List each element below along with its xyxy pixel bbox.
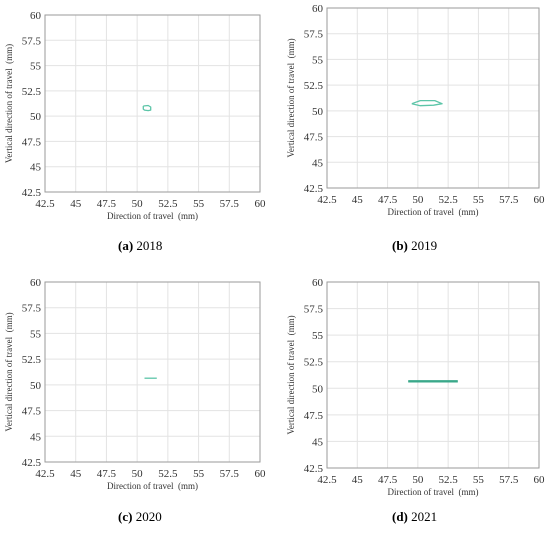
x-tick-label-b-0: 42.5 (317, 194, 337, 206)
x-tick-label-d-3: 50 (412, 474, 424, 486)
y-axis-label-b: Vertical direction of travel (mm) (286, 38, 296, 157)
x-tick-label-a-0: 42.5 (35, 198, 55, 210)
caption-a: (a) 2018 (118, 238, 162, 254)
y-tick-label-d-4: 52.5 (304, 357, 324, 369)
caption-c-letter: (c) (118, 509, 133, 524)
caption-b: (b) 2019 (392, 238, 437, 254)
contour-line-b-0 (411, 99, 443, 107)
y-axis-label-a: Vertical direction of travel (mm) (4, 44, 14, 163)
y-tick-label-a-4: 52.5 (22, 86, 42, 98)
y-tick-label-a-5: 55 (30, 61, 42, 73)
x-tick-label-c-1: 45 (70, 468, 82, 480)
y-tick-label-b-3: 50 (312, 106, 324, 118)
caption-c: (c) 2020 (118, 509, 162, 525)
x-tick-label-d-7: 60 (534, 474, 546, 486)
caption-a-year: 2018 (136, 238, 163, 253)
y-tick-label-d-7: 60 (312, 277, 324, 289)
panel-d: 42.5 45 47.5 50 52.5 55 57.5 60 42.5 45 47.5 50 52.5… (286, 277, 545, 497)
y-tick-label-a-2: 47.5 (22, 136, 42, 148)
x-tick-label-d-0: 42.5 (317, 474, 337, 486)
axes-frame-c (44, 281, 261, 463)
caption-d: (d) 2021 (392, 509, 437, 525)
axes-frame-a (44, 14, 261, 193)
x-tick-label-d-1: 45 (352, 474, 364, 486)
x-tick-label-a-2: 47.5 (97, 198, 117, 210)
x-tick-label-a-1: 45 (70, 198, 82, 210)
y-tick-label-b-7: 60 (312, 3, 324, 15)
x-tick-label-d-6: 57.5 (499, 474, 519, 486)
panel-c: 42.5 45 47.5 50 52.5 55 57.5 60 42.5 45 47.5 50 52.5… (4, 277, 266, 491)
x-axis-label-c: Direction of travel (mm) (107, 481, 198, 491)
x-tick-label-b-7: 60 (534, 194, 546, 206)
plot-area-a (45, 15, 260, 192)
x-axis-label-a: Direction of travel (mm) (107, 211, 198, 221)
x-tick-label-a-3: 50 (132, 198, 144, 210)
x-tick-label-b-4: 52.5 (439, 194, 459, 206)
panel-b: 42.5 45 47.5 50 52.5 55 57.5 60 42.5 45 47.5 50 52.5… (286, 3, 545, 217)
y-tick-label-d-2: 47.5 (304, 410, 324, 422)
y-tick-label-c-1: 45 (30, 431, 42, 443)
y-tick-label-c-5: 55 (30, 328, 42, 340)
y-tick-label-b-4: 52.5 (304, 80, 324, 92)
plot-area-d (327, 282, 539, 468)
y-tick-label-a-1: 45 (30, 162, 42, 174)
y-tick-label-b-5: 55 (312, 54, 324, 66)
y-tick-label-b-2: 47.5 (304, 132, 324, 144)
y-tick-label-c-7: 60 (30, 277, 42, 289)
y-tick-label-a-7: 60 (30, 10, 42, 22)
caption-b-letter: (b) (392, 238, 408, 253)
y-tick-label-d-6: 57.5 (304, 304, 324, 316)
axes-frame-b (326, 7, 540, 189)
panel-a: 42.5 45 47.5 50 52.5 55 57.5 60 42.5 45 47.5 50 52.5… (4, 10, 266, 221)
caption-c-year: 2020 (135, 509, 162, 524)
axes-frame-d (326, 281, 540, 469)
caption-d-letter: (d) (392, 509, 408, 524)
x-axis-label-d: Direction of travel (mm) (388, 487, 479, 497)
caption-a-letter: (a) (118, 238, 134, 253)
x-tick-label-c-6: 57.5 (220, 468, 240, 480)
x-tick-label-b-3: 50 (412, 194, 424, 206)
y-tick-label-c-2: 47.5 (22, 406, 42, 418)
y-tick-label-d-0: 42.5 (304, 463, 324, 475)
x-tick-label-c-0: 42.5 (35, 468, 55, 480)
y-tick-label-c-6: 57.5 (22, 303, 42, 315)
contour-line-a-0 (142, 104, 152, 112)
y-tick-label-b-0: 42.5 (304, 183, 324, 195)
x-tick-label-a-7: 60 (255, 198, 267, 210)
x-tick-label-c-7: 60 (255, 468, 267, 480)
y-tick-label-a-3: 50 (30, 111, 42, 123)
x-tick-label-b-1: 45 (352, 194, 364, 206)
plot-area-c (45, 282, 260, 462)
x-tick-label-d-4: 52.5 (439, 474, 459, 486)
caption-b-year: 2019 (411, 238, 438, 253)
y-tick-label-a-6: 57.5 (22, 35, 42, 47)
x-tick-label-a-6: 57.5 (220, 198, 240, 210)
y-tick-label-b-1: 45 (312, 157, 324, 169)
x-tick-label-b-5: 55 (473, 194, 485, 206)
y-tick-label-d-3: 50 (312, 383, 324, 395)
x-tick-label-d-5: 55 (473, 474, 485, 486)
x-tick-label-c-4: 52.5 (158, 468, 178, 480)
plot-area-b (327, 8, 539, 188)
y-axis-label-c: Vertical direction of travel (mm) (4, 312, 14, 431)
caption-d-year: 2021 (411, 509, 438, 524)
y-tick-label-d-5: 55 (312, 330, 324, 342)
y-tick-label-c-4: 52.5 (22, 354, 42, 366)
y-tick-label-a-0: 42.5 (22, 187, 42, 199)
x-tick-label-d-2: 47.5 (378, 474, 398, 486)
x-tick-label-b-2: 47.5 (378, 194, 398, 206)
x-tick-label-a-5: 55 (193, 198, 205, 210)
x-tick-label-c-5: 55 (193, 468, 205, 480)
y-tick-label-c-0: 42.5 (22, 457, 42, 469)
y-tick-label-c-3: 50 (30, 380, 42, 392)
x-tick-label-a-4: 52.5 (158, 198, 178, 210)
y-axis-label-d: Vertical direction of travel (mm) (286, 315, 296, 434)
x-tick-label-c-3: 50 (132, 468, 144, 480)
x-tick-label-b-6: 57.5 (499, 194, 519, 206)
y-tick-label-b-6: 57.5 (304, 29, 324, 41)
x-axis-label-b: Direction of travel (mm) (388, 207, 479, 217)
x-tick-label-c-2: 47.5 (97, 468, 117, 480)
y-tick-label-d-1: 45 (312, 436, 324, 448)
